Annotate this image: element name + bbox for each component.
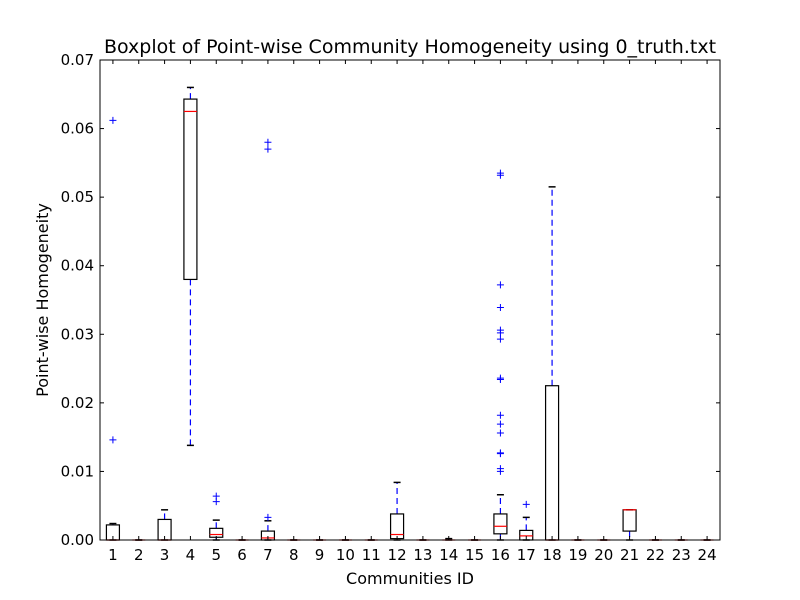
- y-tick-label: 0.04: [61, 257, 94, 275]
- axes-frame: [99, 59, 721, 541]
- outlier-point: [496, 449, 504, 457]
- outlier-point: [496, 411, 504, 419]
- x-tick-label: 22: [646, 546, 665, 564]
- x-tick-label: 2: [134, 546, 144, 564]
- x-tick-label: 12: [388, 546, 407, 564]
- x-tick-label: 6: [237, 546, 247, 564]
- x-tick-label: 11: [362, 546, 381, 564]
- outlier-point: [264, 145, 272, 153]
- outlier-point: [109, 116, 117, 124]
- outlier-point: [264, 513, 272, 521]
- outlier-point: [212, 492, 220, 500]
- x-tick-label: 7: [263, 546, 273, 564]
- y-tick-label: 0.00: [61, 531, 94, 549]
- x-tick-label: 21: [620, 546, 639, 564]
- box-group-4: [183, 86, 198, 447]
- x-tick-label: 24: [698, 546, 717, 564]
- x-tick-label: 3: [160, 546, 170, 564]
- x-tick-label: 5: [211, 546, 221, 564]
- box: [183, 98, 198, 281]
- x-tick-label: 18: [543, 546, 562, 564]
- y-tick-label: 0.07: [61, 51, 94, 69]
- x-tick-label: 23: [672, 546, 691, 564]
- axes-background: [100, 60, 720, 540]
- outlier-point: [496, 281, 504, 289]
- outlier-point: [496, 465, 504, 473]
- x-tick-label: 15: [465, 546, 484, 564]
- outlier-point: [496, 335, 504, 343]
- box-group-21: [622, 509, 637, 541]
- outlier-point: [496, 304, 504, 312]
- outlier-point: [264, 138, 272, 146]
- y-tick-label: 0.02: [61, 394, 94, 412]
- x-tick-label: 16: [491, 546, 510, 564]
- x-tick-label: 17: [517, 546, 536, 564]
- x-tick-label: 20: [594, 546, 613, 564]
- y-tick-label: 0.05: [61, 188, 94, 206]
- y-tick-label: 0.03: [61, 325, 94, 343]
- outlier-point: [496, 374, 504, 382]
- box: [493, 513, 508, 535]
- outlier-point: [109, 436, 117, 444]
- x-tick-label: 8: [289, 546, 299, 564]
- x-tick-label: 13: [413, 546, 432, 564]
- x-tick-label: 1: [108, 546, 118, 564]
- plot-area: 1 2 3 4 5 6 7 8 9 10 11 12 13 14 15 16 17 18 19 20 21 22 23 240…: [61, 51, 721, 564]
- ticks-layer: 1 2 3 4 5 6 7 8 9 10 11 12 13 14 15 16 17 18 19 20 21 22 23 240…: [61, 51, 720, 564]
- x-tick-label: 9: [315, 546, 325, 564]
- x-tick-label: 14: [439, 546, 458, 564]
- y-tick-label: 0.01: [61, 462, 94, 480]
- x-tick-label: 10: [336, 546, 355, 564]
- chart-title: Boxplot of Point-wise Community Homogene…: [104, 36, 716, 58]
- box-group-16: [493, 169, 508, 541]
- outlier-point: [496, 326, 504, 334]
- x-axis-label: Communities ID: [346, 569, 474, 588]
- x-tick-label: 19: [568, 546, 587, 564]
- y-axis-label: Point-wise Homogeneity: [33, 203, 52, 397]
- outlier-point: [496, 420, 504, 428]
- outlier-point: [496, 429, 504, 437]
- y-tick-label: 0.06: [61, 120, 94, 138]
- outlier-point: [496, 169, 504, 177]
- x-tick-label: 4: [186, 546, 196, 564]
- outlier-point: [522, 500, 530, 508]
